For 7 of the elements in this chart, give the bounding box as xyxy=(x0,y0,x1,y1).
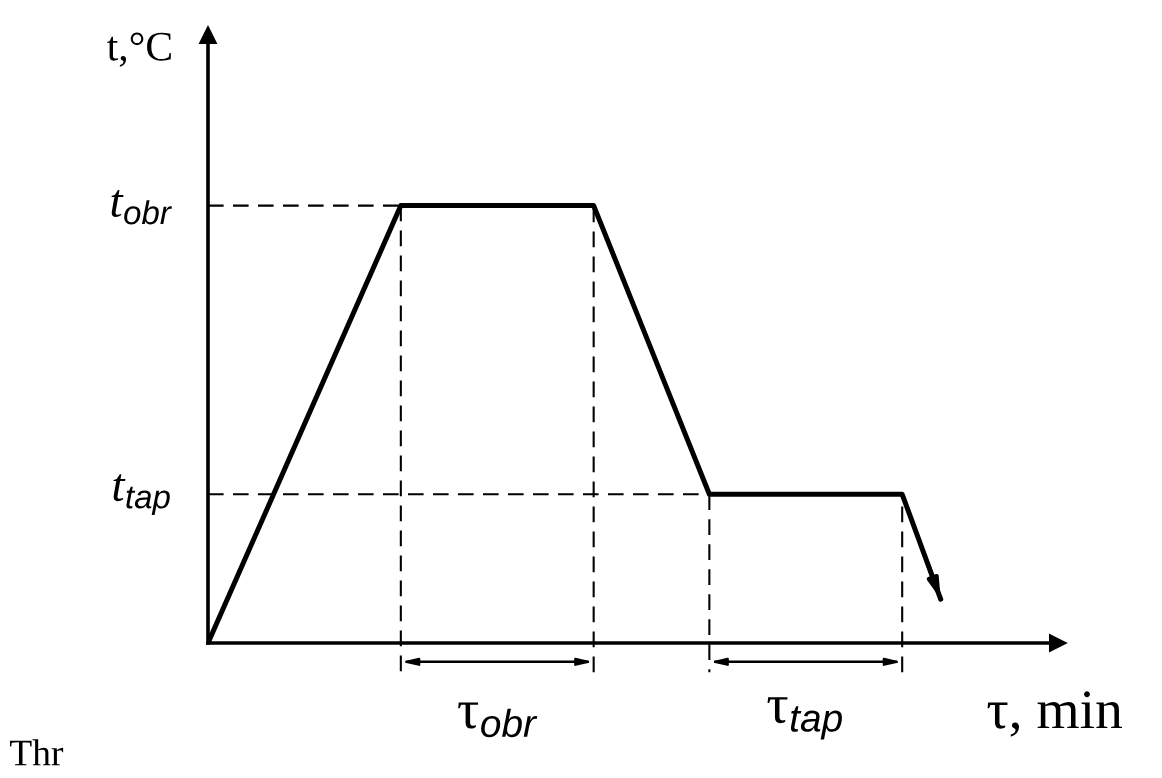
text: Thr xyxy=(9,739,64,766)
y-axis-title: t,°C xyxy=(107,32,171,67)
text: τ$_{obr}$ xyxy=(458,702,538,738)
x-axis-title: τ, min xyxy=(987,691,1123,737)
ref-line-label: t$_{tap}$ xyxy=(113,474,170,516)
ref-line-label: t$_{obr}$ xyxy=(111,190,172,225)
text: τ$_{tap}$ xyxy=(767,697,842,740)
